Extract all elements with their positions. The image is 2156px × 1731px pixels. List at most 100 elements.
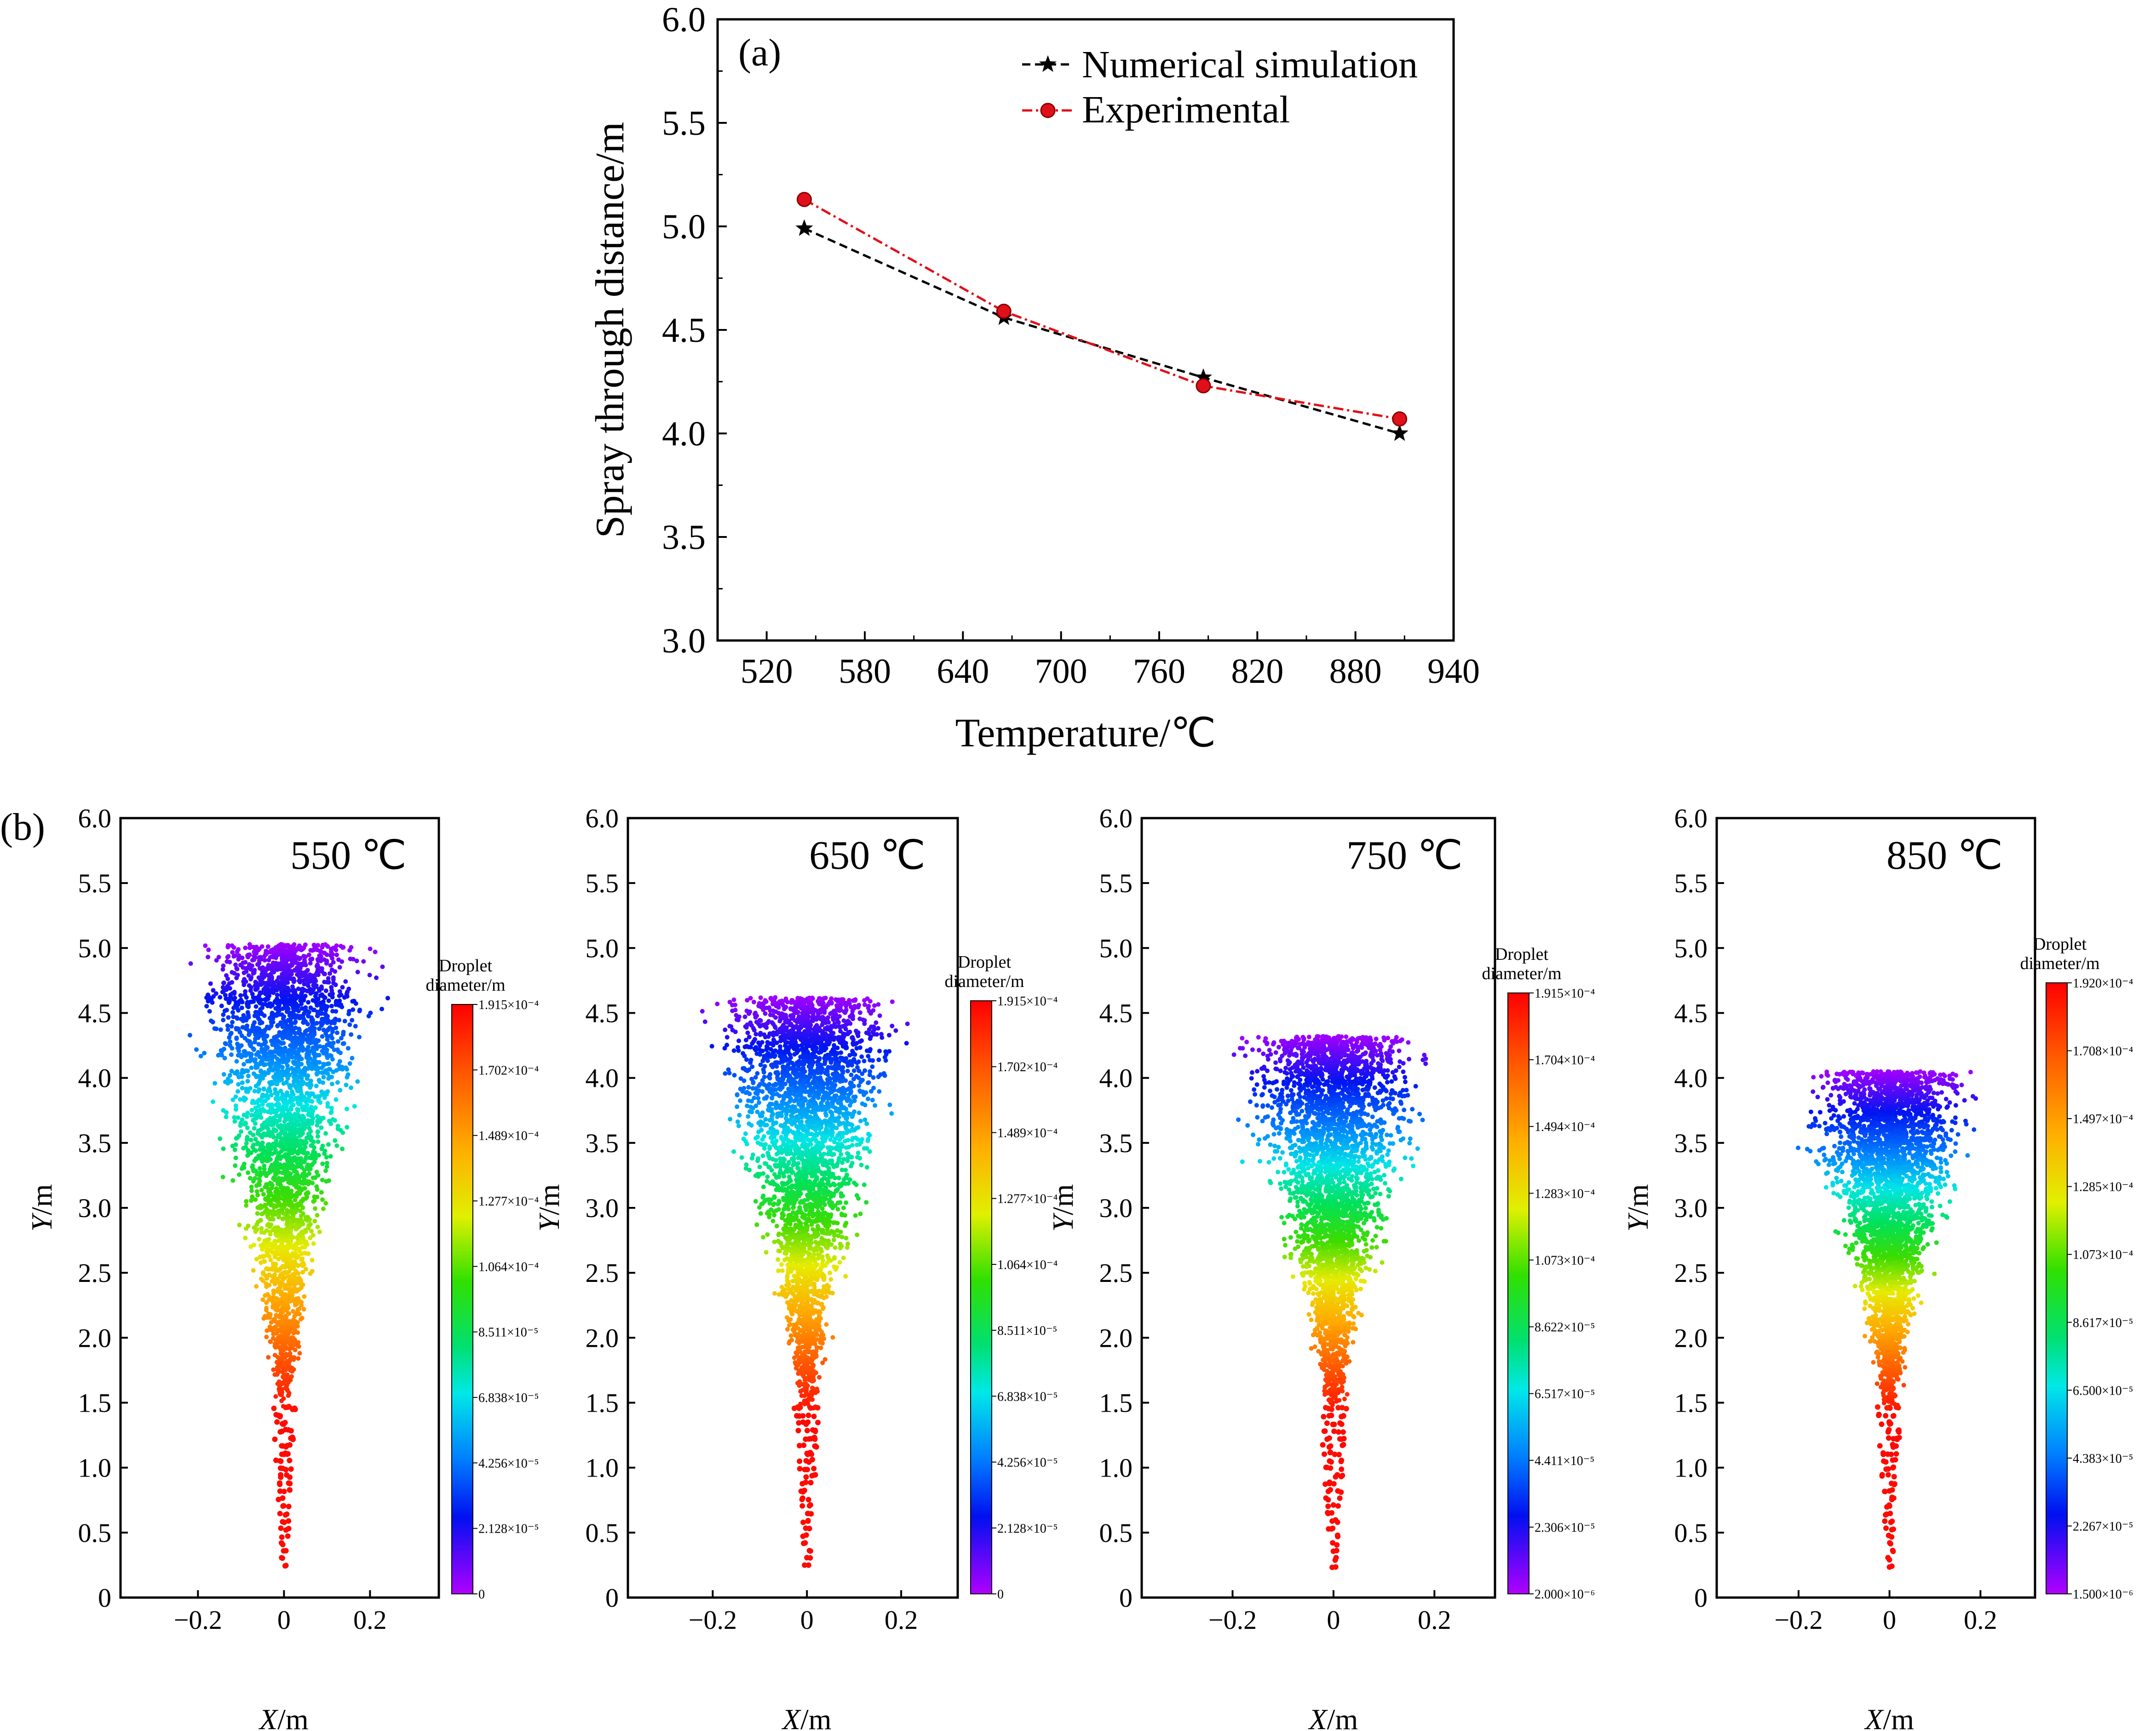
droplet — [247, 1130, 253, 1135]
droplet — [198, 1054, 203, 1059]
droplet — [809, 1473, 815, 1479]
droplet — [275, 1013, 280, 1018]
droplet — [305, 977, 310, 982]
droplet — [345, 994, 350, 999]
droplet — [259, 982, 264, 987]
droplet — [280, 1466, 286, 1471]
droplet — [244, 1203, 249, 1208]
droplet — [272, 1127, 277, 1132]
droplet — [303, 1156, 308, 1161]
droplet — [324, 1155, 329, 1160]
droplet — [373, 949, 378, 954]
droplet — [339, 944, 343, 949]
droplet — [260, 1107, 265, 1112]
droplet — [808, 1480, 814, 1486]
droplet — [317, 988, 322, 993]
droplet — [289, 1140, 294, 1145]
droplet — [271, 1205, 276, 1210]
droplet — [340, 1041, 345, 1046]
droplet — [309, 1064, 314, 1069]
droplet — [315, 1224, 320, 1229]
droplet — [329, 1081, 334, 1086]
droplet — [240, 955, 245, 960]
droplet — [301, 998, 306, 1003]
x-tick-label: 880 — [1329, 652, 1382, 691]
droplet — [281, 1404, 286, 1409]
droplet — [348, 957, 353, 961]
droplet — [311, 987, 316, 992]
droplet — [264, 1315, 270, 1320]
droplet — [302, 1168, 307, 1173]
droplet — [244, 1199, 249, 1204]
droplet — [207, 1009, 212, 1014]
droplet — [214, 1027, 219, 1031]
droplet — [272, 1272, 277, 1277]
droplet — [294, 1276, 299, 1281]
droplet — [233, 1163, 238, 1168]
droplet — [319, 1117, 324, 1122]
droplet — [277, 1196, 282, 1201]
droplet — [240, 1085, 245, 1091]
droplet — [280, 1354, 285, 1359]
droplet — [257, 1087, 262, 1092]
droplet — [876, 1057, 881, 1062]
droplet — [288, 1171, 293, 1176]
droplet — [300, 1256, 305, 1261]
droplet — [266, 1057, 271, 1062]
droplet — [253, 1084, 259, 1089]
droplet — [221, 1146, 226, 1151]
droplet — [817, 1375, 822, 1380]
droplet — [276, 1125, 282, 1130]
droplet — [251, 1117, 256, 1122]
droplet — [797, 1466, 803, 1471]
droplet — [278, 1347, 283, 1352]
droplet — [333, 1097, 339, 1102]
droplet — [267, 1131, 272, 1136]
droplet — [288, 1031, 293, 1036]
droplet — [857, 1110, 862, 1115]
droplet — [303, 1217, 308, 1222]
droplet — [353, 1024, 358, 1029]
droplet — [291, 1356, 296, 1362]
droplet — [868, 1058, 873, 1063]
droplet — [254, 1284, 259, 1289]
droplet — [276, 1379, 282, 1384]
droplet — [273, 1102, 278, 1108]
droplet — [304, 1037, 309, 1042]
droplet — [276, 1050, 282, 1055]
droplet — [795, 1428, 801, 1434]
droplet — [305, 1190, 310, 1195]
droplet — [286, 1359, 291, 1364]
droplet — [292, 960, 297, 965]
droplet — [285, 1533, 291, 1539]
droplet — [293, 1303, 298, 1308]
droplet — [248, 1044, 253, 1049]
droplet — [293, 1019, 298, 1024]
droplet — [335, 1039, 340, 1044]
droplet — [331, 1069, 336, 1074]
droplet — [265, 1088, 270, 1093]
droplet — [291, 1146, 295, 1151]
droplet — [343, 979, 348, 984]
droplet — [283, 1189, 288, 1194]
droplet — [349, 945, 354, 950]
droplet — [281, 944, 286, 949]
droplet — [281, 999, 286, 1004]
colorbar-title-line1: Droplet — [439, 956, 493, 975]
droplet — [312, 1218, 317, 1223]
droplet — [234, 1059, 239, 1064]
droplet — [318, 954, 323, 959]
droplet — [245, 1110, 250, 1115]
droplet — [238, 1097, 243, 1102]
droplet — [243, 946, 248, 951]
simulation-point — [1195, 368, 1212, 385]
droplet — [281, 1016, 286, 1021]
droplet — [237, 1172, 241, 1177]
droplet — [318, 993, 323, 998]
colorbar-tick-label: 1.702×10⁻⁴ — [478, 1063, 539, 1078]
droplet — [325, 1018, 330, 1023]
droplet — [252, 1225, 257, 1230]
droplet — [851, 1077, 856, 1081]
droplet — [315, 957, 320, 962]
droplet — [262, 1070, 267, 1075]
